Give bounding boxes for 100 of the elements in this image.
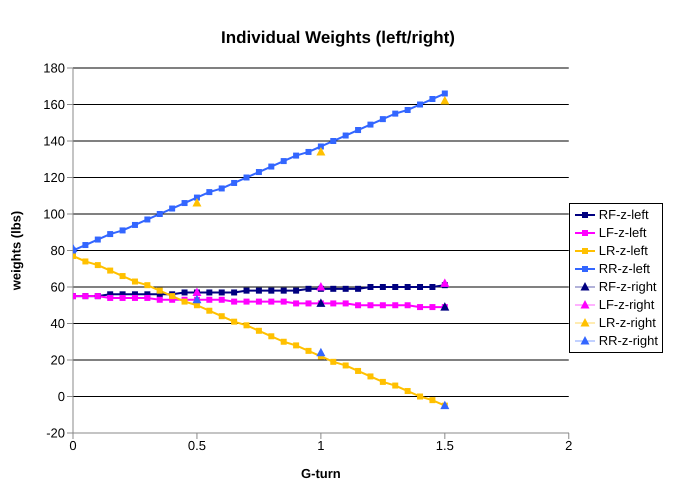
point xyxy=(280,158,287,164)
point xyxy=(392,382,398,389)
point xyxy=(367,122,374,128)
point xyxy=(244,298,250,305)
point xyxy=(256,169,262,176)
point xyxy=(206,308,212,314)
point xyxy=(218,313,225,320)
point xyxy=(392,284,398,290)
point xyxy=(218,289,225,296)
y-tick-label: 120 xyxy=(43,170,65,186)
point xyxy=(417,394,424,400)
y-tick-label: 0 xyxy=(58,389,65,404)
point xyxy=(156,288,163,294)
point xyxy=(206,189,212,196)
point xyxy=(256,328,262,334)
point xyxy=(330,138,336,144)
point xyxy=(120,273,126,280)
point xyxy=(280,298,287,305)
legend-label: RR-z-right xyxy=(598,333,658,349)
point xyxy=(182,200,188,206)
point xyxy=(355,127,362,134)
point xyxy=(367,284,374,290)
point xyxy=(280,338,287,345)
legend-label: LR-z-left xyxy=(598,243,648,259)
point xyxy=(268,164,274,170)
point xyxy=(429,397,436,404)
point xyxy=(231,289,238,296)
point xyxy=(429,284,436,290)
point xyxy=(342,286,349,292)
point xyxy=(330,286,336,292)
point xyxy=(367,302,374,308)
y-tick-label: 140 xyxy=(43,134,65,149)
legend-label: LF-z-right xyxy=(598,297,654,313)
y-tick-label: -20 xyxy=(46,426,65,441)
point xyxy=(107,231,114,238)
point xyxy=(442,90,448,97)
point xyxy=(156,296,163,303)
point xyxy=(244,322,250,328)
point xyxy=(392,110,398,117)
point xyxy=(293,300,300,306)
point xyxy=(417,102,424,108)
point xyxy=(429,304,436,310)
point xyxy=(82,258,88,264)
point xyxy=(94,236,101,243)
point xyxy=(355,286,362,292)
point xyxy=(342,362,349,368)
point xyxy=(293,152,300,159)
point xyxy=(316,146,326,156)
y-tick-label: 20 xyxy=(50,352,65,368)
x-tick-label: 1.5 xyxy=(436,438,454,454)
x-tick-label: 2 xyxy=(565,438,572,454)
point xyxy=(305,300,312,306)
y-tick-label: 180 xyxy=(43,60,65,76)
legend-label: RF-z-right xyxy=(598,279,657,295)
point xyxy=(244,174,250,180)
point xyxy=(330,358,336,365)
point xyxy=(392,302,398,308)
point xyxy=(440,96,450,104)
point xyxy=(268,288,274,294)
point xyxy=(132,294,138,301)
point xyxy=(231,298,238,305)
x-tick-label: 1 xyxy=(317,438,324,454)
point xyxy=(206,289,212,296)
point xyxy=(380,116,386,122)
point xyxy=(144,282,150,288)
point xyxy=(342,300,349,306)
point xyxy=(94,262,101,268)
point xyxy=(305,148,312,155)
point xyxy=(144,216,150,222)
point xyxy=(194,194,200,201)
point xyxy=(330,300,336,306)
point xyxy=(268,333,274,340)
point xyxy=(355,302,362,308)
point xyxy=(244,288,250,294)
point xyxy=(280,288,287,294)
point xyxy=(144,294,150,301)
point xyxy=(380,378,386,385)
point xyxy=(316,348,326,356)
point xyxy=(192,198,202,207)
point xyxy=(293,288,300,294)
point xyxy=(316,282,326,290)
point xyxy=(305,286,312,292)
point xyxy=(429,96,436,102)
y-tick-label: 40 xyxy=(50,316,65,332)
y-tick-label: 100 xyxy=(43,206,65,222)
point xyxy=(120,227,126,234)
point xyxy=(342,132,349,139)
point xyxy=(380,302,386,308)
point xyxy=(218,296,225,303)
y-tick-label: 160 xyxy=(43,97,65,112)
point xyxy=(82,242,88,248)
x-tick-label: 0 xyxy=(69,438,77,454)
point xyxy=(417,284,424,290)
y-tick-label: 80 xyxy=(50,243,65,258)
x-tick-label: 0.5 xyxy=(188,438,206,454)
point xyxy=(182,289,188,296)
point xyxy=(380,284,386,290)
point xyxy=(107,294,114,301)
point xyxy=(132,278,138,285)
point xyxy=(268,298,274,305)
